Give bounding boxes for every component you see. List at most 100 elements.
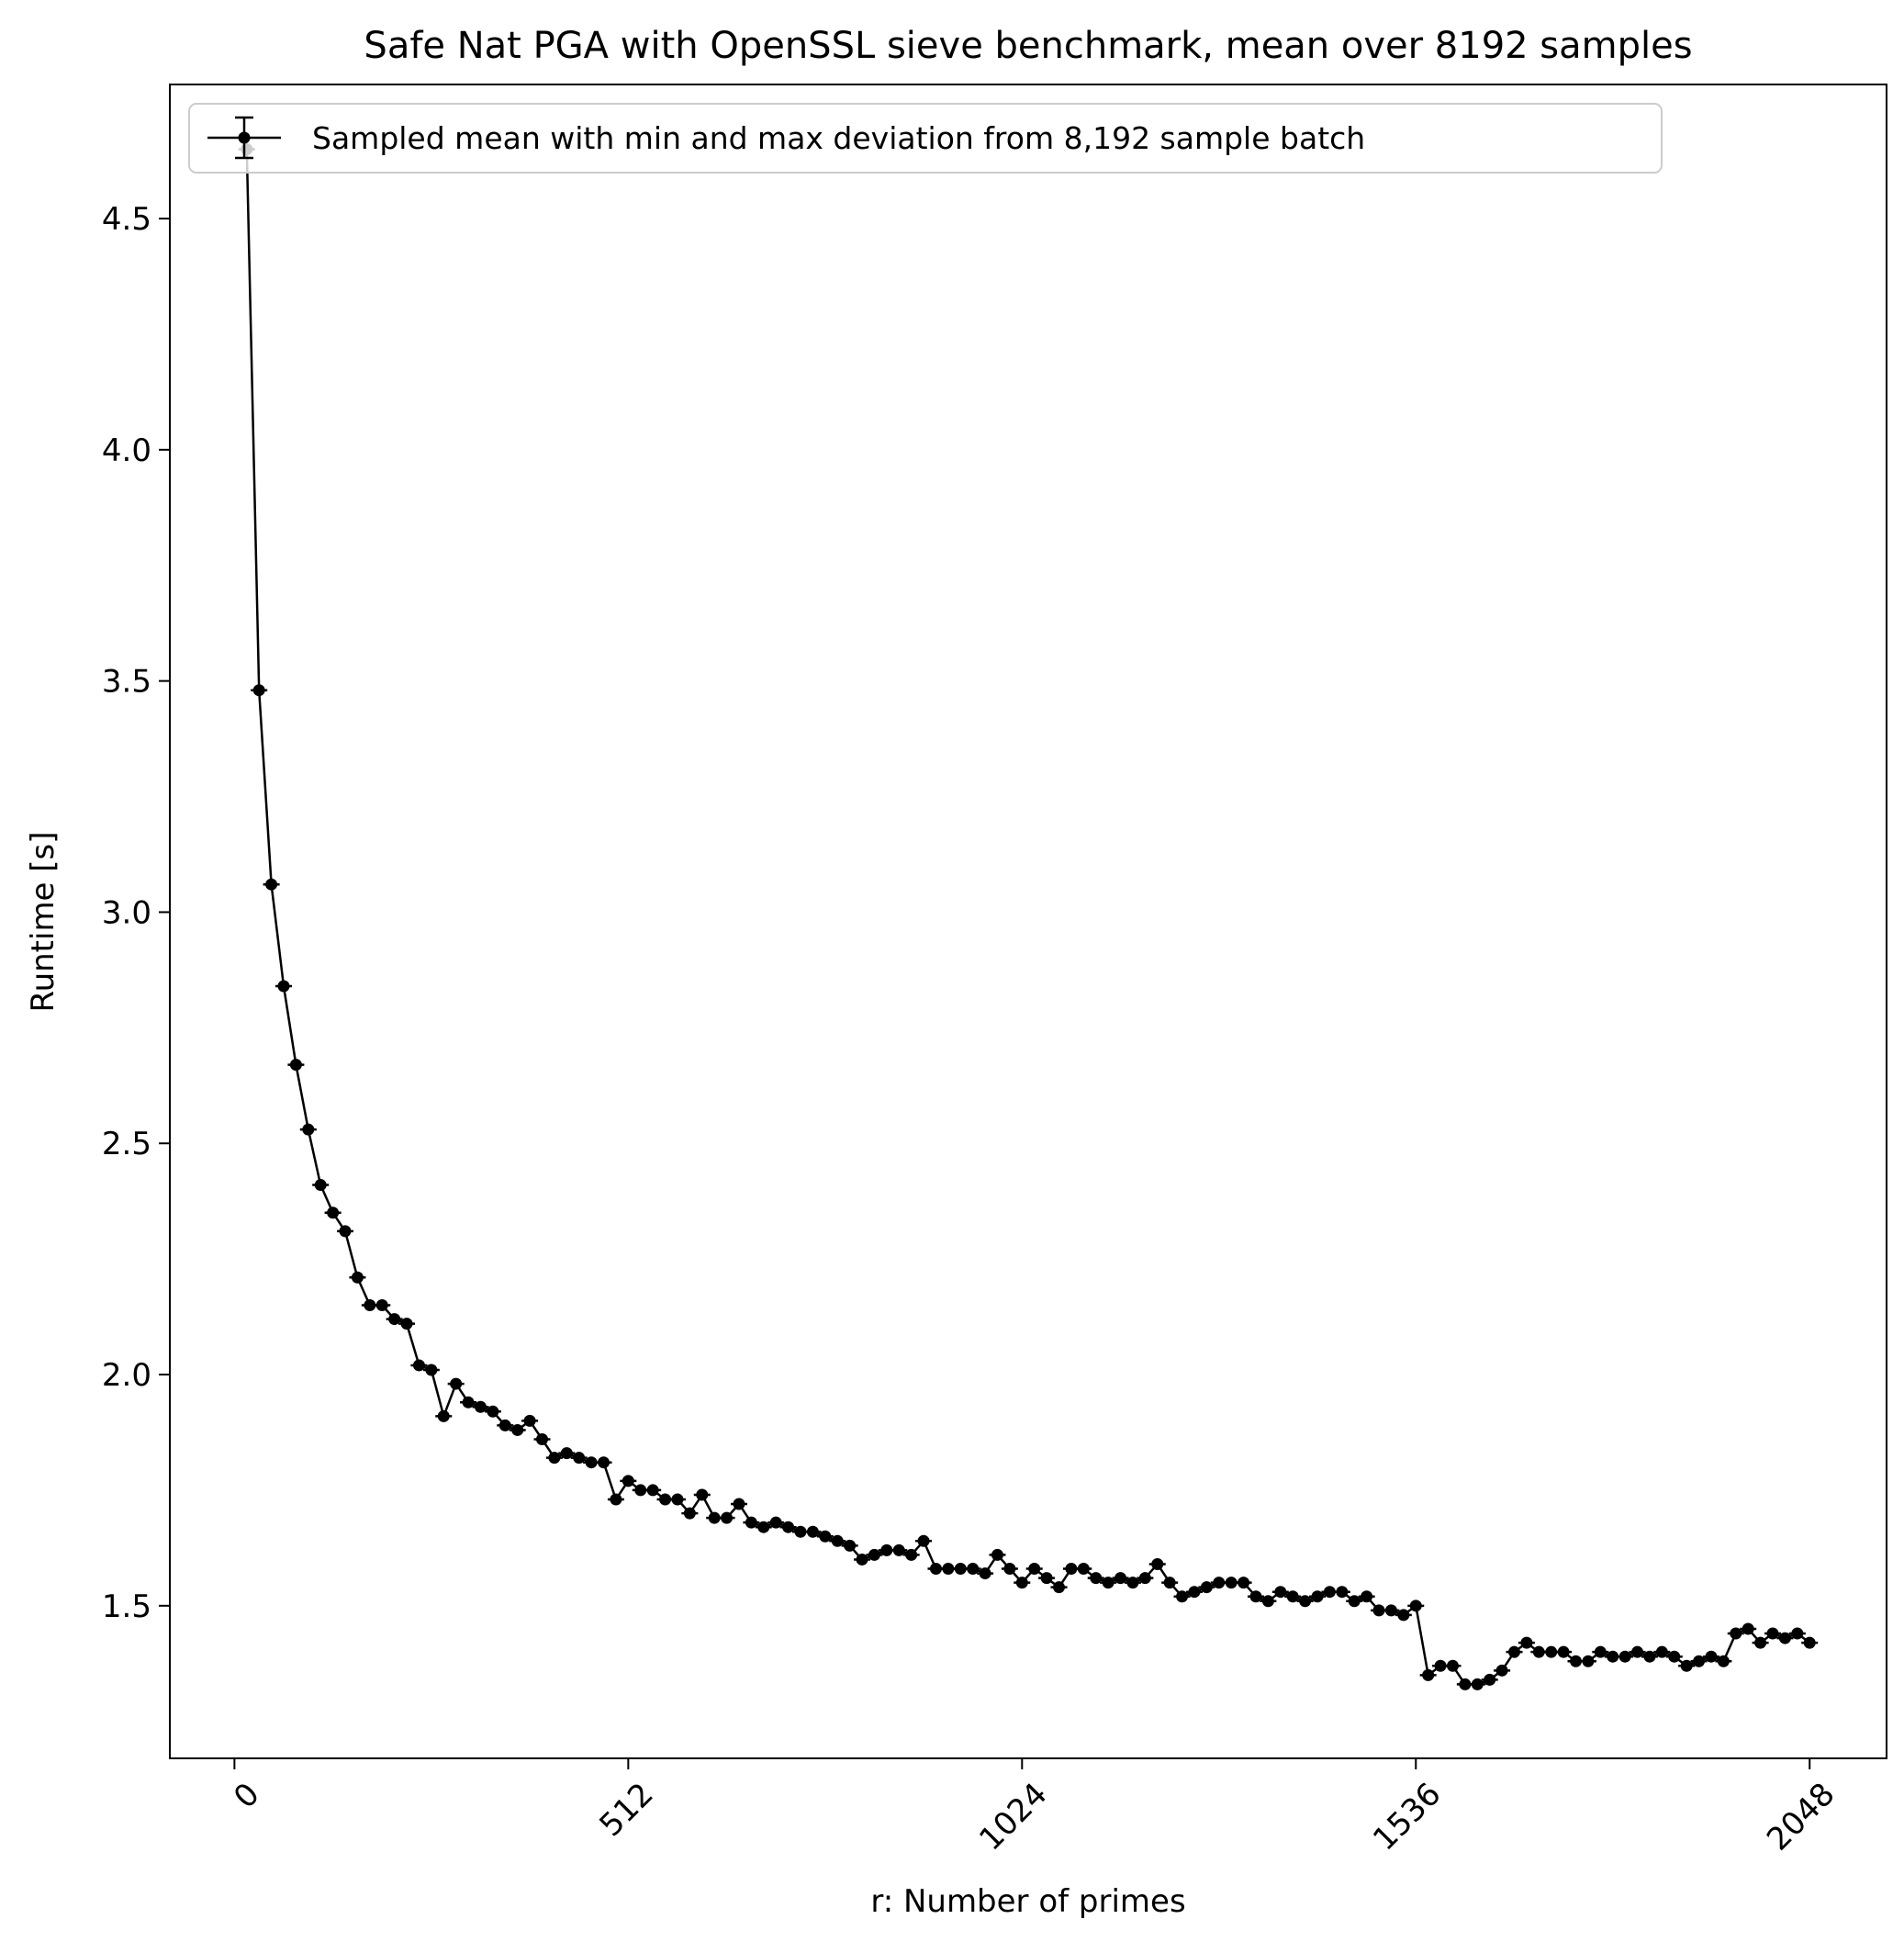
- data-point: [277, 980, 290, 993]
- data-point: [1040, 1572, 1053, 1585]
- data-point: [1693, 1655, 1706, 1667]
- data-point: [1434, 1659, 1447, 1672]
- data-point: [979, 1567, 991, 1580]
- data-point: [1717, 1655, 1730, 1667]
- data-point: [585, 1456, 598, 1469]
- data-point: [425, 1364, 438, 1376]
- data-point: [1803, 1636, 1816, 1649]
- legend-label: Sampled mean with min and max deviation …: [312, 120, 1365, 156]
- data-point: [1643, 1650, 1656, 1663]
- data-point: [1631, 1645, 1644, 1658]
- data-point: [1176, 1590, 1189, 1603]
- data-point: [1730, 1627, 1742, 1640]
- data-point: [1249, 1590, 1262, 1603]
- data-point: [942, 1563, 955, 1576]
- data-point: [1102, 1577, 1114, 1589]
- data-point: [1570, 1655, 1583, 1667]
- data-point: [954, 1563, 967, 1576]
- data-point: [412, 1359, 425, 1372]
- y-tick-label: 2.0: [102, 1357, 151, 1394]
- data-point: [708, 1511, 721, 1524]
- chart-title: Safe Nat PGA with OpenSSL sieve benchmar…: [364, 25, 1692, 67]
- data-point: [1311, 1590, 1324, 1603]
- data-point: [1238, 1577, 1250, 1589]
- data-point: [721, 1511, 734, 1524]
- data-point: [548, 1452, 561, 1465]
- data-point: [265, 878, 278, 891]
- data-point: [252, 684, 265, 697]
- data-point: [351, 1271, 364, 1284]
- data-point: [1114, 1572, 1127, 1585]
- data-point: [1409, 1599, 1422, 1612]
- data-point: [1705, 1650, 1718, 1663]
- data-point: [573, 1452, 586, 1465]
- data-point: [289, 1059, 302, 1072]
- data-point: [1126, 1577, 1139, 1589]
- data-point: [462, 1396, 475, 1409]
- data-point: [1507, 1645, 1520, 1658]
- data-point: [819, 1530, 832, 1543]
- data-point: [844, 1539, 857, 1552]
- data-point: [327, 1207, 340, 1219]
- data-point: [782, 1521, 795, 1533]
- data-point: [1484, 1673, 1496, 1686]
- data-point: [868, 1548, 880, 1561]
- data-point: [745, 1516, 757, 1529]
- data-point: [1053, 1581, 1066, 1594]
- data-point: [831, 1534, 844, 1547]
- data-point: [671, 1493, 684, 1506]
- data-point: [560, 1447, 573, 1460]
- data-point: [450, 1377, 463, 1390]
- data-point: [1336, 1586, 1349, 1599]
- data-point: [769, 1516, 782, 1529]
- data-point: [917, 1534, 930, 1547]
- data-point: [1323, 1586, 1336, 1599]
- data-layer: [238, 143, 1819, 1690]
- data-point: [1077, 1563, 1090, 1576]
- data-point: [536, 1433, 549, 1446]
- data-point: [1225, 1577, 1238, 1589]
- data-point: [1680, 1659, 1693, 1672]
- data-point: [1532, 1645, 1545, 1658]
- data-point: [794, 1525, 807, 1538]
- y-axis-label: Runtime [s]: [25, 831, 62, 1012]
- legend-box: [188, 103, 1663, 174]
- data-point: [1384, 1604, 1397, 1617]
- data-point: [375, 1298, 388, 1311]
- data-point: [733, 1498, 745, 1510]
- y-tick-label: 2.5: [102, 1126, 151, 1162]
- data-point: [1520, 1636, 1533, 1649]
- data-point: [1594, 1645, 1607, 1658]
- data-point: [339, 1225, 352, 1238]
- legend: Sampled mean with min and max deviation …: [188, 103, 1663, 174]
- data-point: [880, 1543, 893, 1556]
- data-point: [1274, 1586, 1287, 1599]
- data-point: [856, 1553, 868, 1566]
- data-point: [1668, 1650, 1681, 1663]
- data-point: [1459, 1678, 1472, 1690]
- data-point: [892, 1543, 905, 1556]
- data-point: [1163, 1577, 1176, 1589]
- data-point: [1188, 1586, 1201, 1599]
- data-point: [1397, 1609, 1410, 1622]
- data-point: [1778, 1632, 1791, 1644]
- data-point: [646, 1484, 659, 1497]
- data-point: [474, 1400, 487, 1413]
- data-point: [1213, 1577, 1226, 1589]
- data-point: [1286, 1590, 1299, 1603]
- data-point: [1742, 1622, 1754, 1635]
- data-point: [1015, 1577, 1028, 1589]
- data-point: [696, 1488, 709, 1501]
- data-point: [1200, 1581, 1213, 1594]
- data-point: [1446, 1659, 1459, 1672]
- data-point: [967, 1563, 980, 1576]
- y-tick-label: 3.0: [102, 894, 151, 931]
- data-point: [388, 1313, 401, 1326]
- data-point: [1495, 1664, 1508, 1677]
- data-point: [1138, 1572, 1151, 1585]
- data-point: [400, 1318, 413, 1330]
- data-point: [1766, 1627, 1779, 1640]
- data-point: [1557, 1645, 1570, 1658]
- data-point: [1028, 1563, 1041, 1576]
